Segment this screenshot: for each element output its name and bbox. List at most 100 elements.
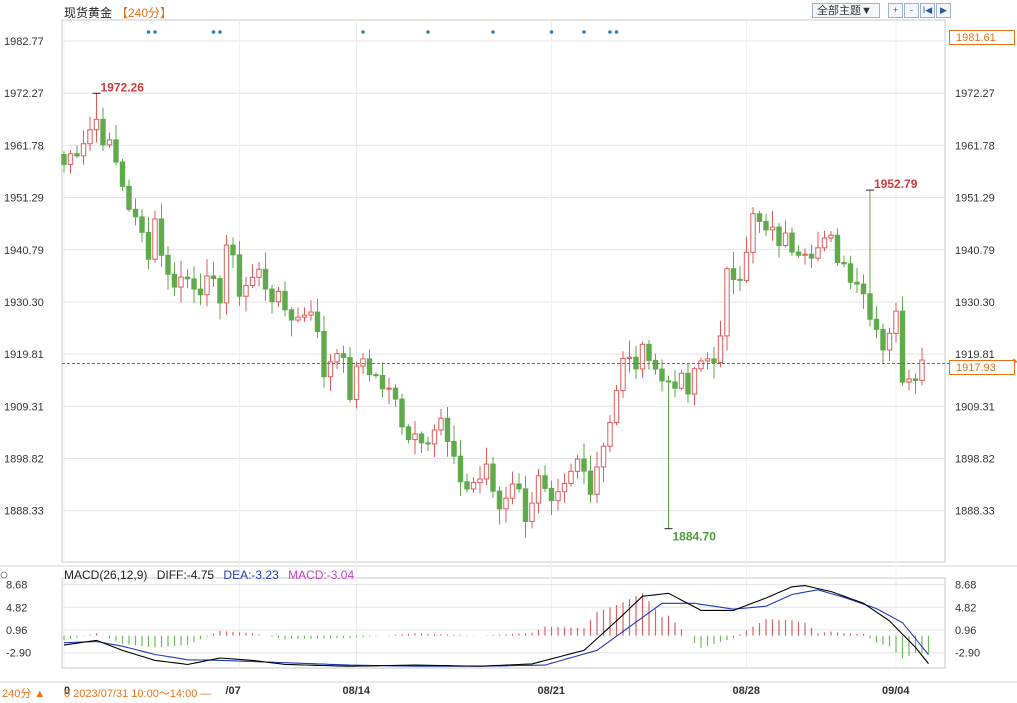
candle-up [620, 357, 626, 392]
candle-up [821, 237, 828, 249]
candle-up [919, 359, 925, 381]
candle-up [204, 275, 210, 296]
macd-y-tick-right: 4.82 [955, 602, 976, 614]
candle-down [841, 262, 847, 265]
candle-up [438, 417, 444, 431]
candle-down [119, 161, 126, 187]
price-y-tick-left: 1888.33 [4, 506, 44, 518]
candle-down [652, 359, 659, 370]
candle-down [880, 328, 886, 351]
candle-up [301, 314, 308, 318]
topic-dropdown-button[interactable]: 全部主题▼ [812, 3, 880, 18]
candle-down [867, 293, 873, 320]
event-dot [153, 30, 157, 34]
candle-down [756, 213, 763, 222]
event-dot [608, 30, 612, 34]
time-tick-label: 0 [64, 685, 70, 697]
candle-down [282, 290, 288, 311]
candle-down [457, 455, 464, 483]
macd-diff-value: DIFF:-4.75 [156, 568, 215, 582]
candle-down [789, 232, 795, 253]
candle-down [288, 309, 295, 321]
period-label[interactable]: 【240分】 [116, 6, 173, 20]
candle-up [574, 458, 581, 472]
price-y-tick-right: 1940.79 [955, 245, 995, 257]
candle-down [425, 442, 431, 445]
candle-down [405, 426, 412, 441]
candle-down [373, 374, 379, 377]
candle-down [236, 254, 243, 297]
candle-up [594, 466, 600, 495]
next-icon[interactable]: ▶ [936, 3, 951, 18]
jump-start-icon[interactable]: I◀ [920, 3, 935, 18]
candle-down [145, 231, 152, 260]
candle-down [516, 483, 522, 490]
price-y-tick-left: 1930.30 [4, 297, 44, 309]
extreme-label: 1952.79 [874, 177, 918, 191]
candle-up [412, 433, 418, 441]
event-dot [549, 30, 554, 34]
instrument-title: 现货黄金 [64, 6, 113, 20]
candle-up [535, 475, 542, 504]
candle-up [639, 343, 646, 370]
candle-down [451, 440, 457, 457]
candle-up [717, 335, 724, 363]
candle-down [262, 268, 269, 290]
candle-down [158, 218, 165, 256]
candle-up [561, 482, 568, 493]
candle-down [165, 254, 171, 275]
event-dot [582, 30, 586, 34]
time-tick-label: 08/21 [538, 685, 566, 697]
candle-up [750, 213, 756, 253]
candle-down [366, 358, 373, 376]
candle-down [854, 281, 860, 285]
candle-down [74, 153, 80, 157]
macd-y-tick-left: -2.90 [6, 648, 31, 660]
candle-up [678, 372, 685, 389]
event-dot [426, 30, 430, 34]
candle-down [321, 330, 327, 378]
candle-down [847, 263, 854, 283]
price-y-tick-right: 1951.29 [955, 193, 995, 205]
candle-up [353, 365, 360, 400]
bottom-period-label[interactable]: 240分 ▲ [2, 688, 46, 700]
candle-down [340, 353, 347, 358]
candle-down [210, 275, 217, 279]
zoom-out-icon[interactable]: - [904, 3, 919, 18]
event-dot [146, 30, 151, 34]
candle-up [360, 358, 366, 367]
candle-up [509, 483, 516, 499]
macd-y-tick-left: 4.82 [6, 602, 27, 614]
time-tick-label: 08/14 [343, 685, 371, 697]
time-tick-label: 09/04 [882, 685, 910, 697]
macd-macd-value: MACD:-3.04 [288, 568, 355, 582]
candle-down [379, 374, 386, 390]
candle-down [197, 288, 204, 296]
candle-up [327, 361, 334, 378]
cursor-timestamp: 0 2023/07/31 10:00～14:00 — [64, 688, 212, 700]
candle-up [886, 332, 893, 351]
candle-up [470, 482, 477, 490]
candle-up [67, 153, 74, 165]
candle-down [665, 380, 672, 383]
candle-down [126, 185, 132, 210]
candle-up [386, 387, 392, 390]
candle-up [815, 247, 821, 259]
candle-up [782, 232, 789, 247]
candle-up [308, 311, 314, 316]
price-y-tick-right: 1909.31 [955, 401, 995, 413]
macd-y-tick-right: 8.68 [955, 580, 976, 592]
macd-title: MACD(26,12,9) [64, 568, 148, 582]
price-y-tick-left: 1919.81 [4, 349, 44, 361]
candle-down [61, 153, 67, 165]
extreme-label: 1884.70 [673, 530, 717, 544]
event-dot [218, 30, 222, 34]
macd-y-tick-right: -2.90 [955, 648, 980, 660]
candle-down [685, 372, 691, 395]
candle-down [139, 216, 145, 233]
zoom-in-icon[interactable]: + [888, 3, 903, 18]
candle-down [808, 253, 815, 259]
price-y-tick-left: 1961.78 [4, 140, 44, 152]
candle-down [711, 358, 717, 363]
